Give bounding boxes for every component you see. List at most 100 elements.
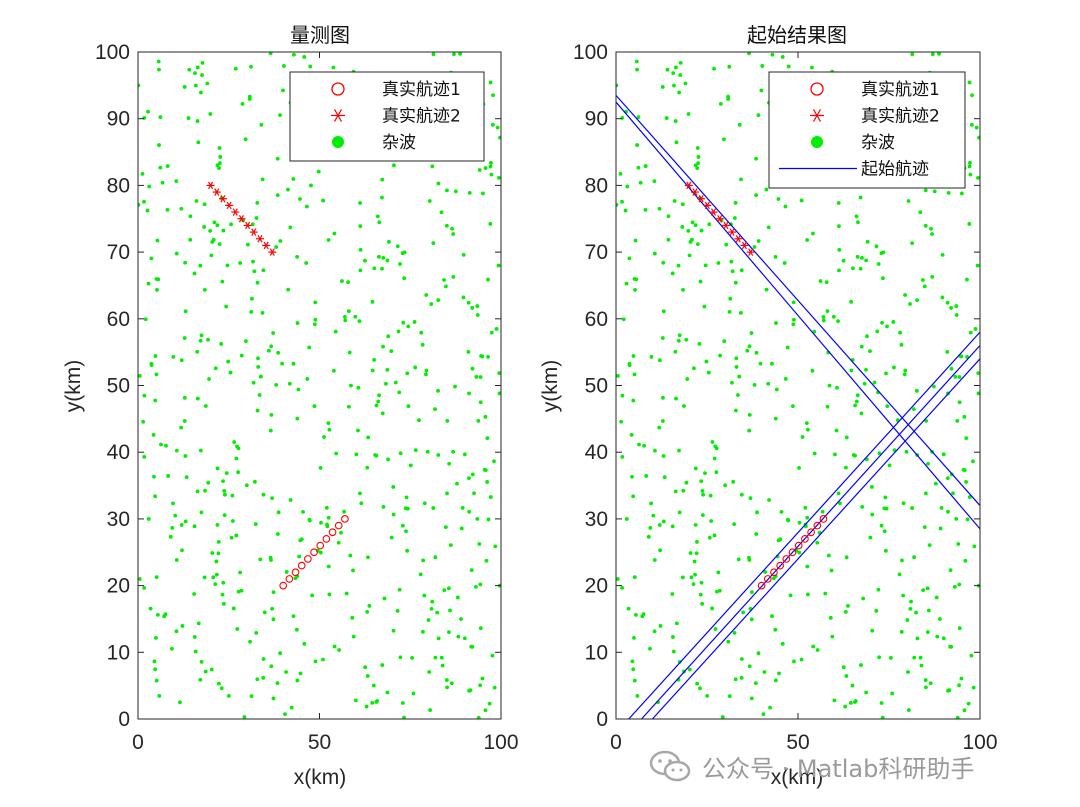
clutter-point — [661, 454, 666, 458]
clutter-point — [284, 670, 288, 674]
clutter-point — [739, 657, 744, 661]
clutter-point — [142, 455, 147, 459]
clutter-point — [677, 90, 682, 95]
track-2-point — [746, 248, 755, 256]
clutter-point — [327, 592, 332, 597]
clutter-point — [712, 533, 717, 538]
clutter-point — [750, 590, 754, 595]
clutter-point — [214, 559, 219, 564]
clutter-point — [837, 224, 841, 229]
clutter-point — [844, 674, 849, 678]
clutter-point — [851, 453, 856, 457]
clutter-point — [380, 663, 385, 667]
clutter-point — [909, 599, 913, 604]
clutter-point — [467, 190, 472, 195]
clutter-point — [469, 568, 474, 572]
clutter-point — [480, 676, 485, 681]
clutter-point — [825, 404, 830, 409]
clutter-point — [945, 349, 950, 354]
clutter-point — [888, 655, 893, 660]
clutter-point — [359, 501, 364, 506]
clutter-point — [171, 354, 176, 359]
clutter-point — [389, 535, 394, 540]
clutter-point — [453, 384, 457, 389]
clutter-point — [880, 320, 884, 325]
clutter-point — [165, 164, 170, 168]
clutter-point — [363, 258, 367, 263]
clutter-point — [417, 418, 421, 423]
clutter-point — [292, 52, 296, 57]
clutter-point — [700, 601, 705, 606]
clutter-point — [213, 366, 218, 371]
clutter-point — [698, 686, 702, 691]
clutter-point — [699, 479, 704, 484]
clutter-point — [770, 52, 775, 57]
clutter-point — [475, 304, 480, 308]
track-1-point — [279, 581, 288, 590]
clutter-point — [275, 681, 280, 686]
clutter-point — [342, 509, 346, 514]
clutter-point — [180, 624, 185, 628]
clutter-point — [216, 551, 221, 556]
clutter-point — [882, 506, 887, 511]
clutter-point — [764, 187, 769, 192]
clutter-point — [877, 451, 882, 456]
clutter-point — [734, 356, 739, 361]
clutter-point — [340, 279, 344, 283]
clutter-point — [747, 344, 752, 349]
clutter-point — [410, 655, 415, 660]
clutter-point — [661, 519, 666, 524]
clutter-point — [143, 317, 148, 322]
clutter-point — [206, 480, 211, 485]
clutter-point — [799, 198, 804, 203]
clutter-point — [230, 519, 235, 523]
track-1-point — [334, 521, 343, 530]
clutter-point — [836, 319, 840, 324]
clutter-point — [488, 495, 493, 499]
clutter-point — [670, 592, 675, 596]
y-tick-label: 60 — [107, 308, 130, 331]
clutter-point — [153, 494, 158, 499]
clutter-point — [955, 418, 960, 423]
clutter-point — [644, 474, 649, 478]
clutter-point — [393, 380, 398, 385]
clutter-point — [658, 624, 663, 628]
clutter-point — [249, 694, 254, 699]
clutter-point — [255, 201, 260, 205]
clutter-point — [879, 523, 884, 528]
clutter-point — [773, 254, 778, 259]
clutter-point — [198, 338, 203, 343]
clutter-point — [811, 644, 816, 649]
clutter-point — [952, 584, 957, 589]
clutter-point — [688, 667, 692, 672]
clutter-point — [483, 708, 488, 713]
clutter-point — [805, 238, 810, 242]
y-tick-label: 30 — [107, 508, 130, 531]
clutter-point — [631, 667, 636, 672]
clutter-point — [174, 251, 179, 256]
clutter-point — [403, 506, 408, 511]
clutter-point — [354, 452, 359, 457]
clutter-point — [334, 451, 339, 456]
clutter-point — [641, 612, 646, 617]
y-tick-label: 10 — [107, 641, 130, 664]
clutter-point — [914, 388, 919, 393]
clutter-point — [278, 113, 282, 118]
clutter-point — [350, 615, 355, 620]
clutter-point — [302, 55, 307, 59]
clutter-point — [727, 64, 732, 69]
clutter-point — [444, 678, 449, 682]
clutter-point — [687, 253, 692, 258]
legend-circle-marker — [810, 82, 824, 96]
track-2-point — [249, 228, 258, 236]
clutter-point — [488, 80, 493, 85]
clutter-point — [422, 593, 427, 598]
clutter-point — [731, 479, 736, 484]
clutter-point — [680, 202, 685, 207]
clutter-point — [962, 708, 967, 713]
clutter-point — [941, 636, 946, 641]
clutter-point — [806, 427, 810, 432]
clutter-point — [672, 199, 677, 203]
clutter-point — [428, 708, 432, 712]
clutter-point — [926, 461, 930, 466]
